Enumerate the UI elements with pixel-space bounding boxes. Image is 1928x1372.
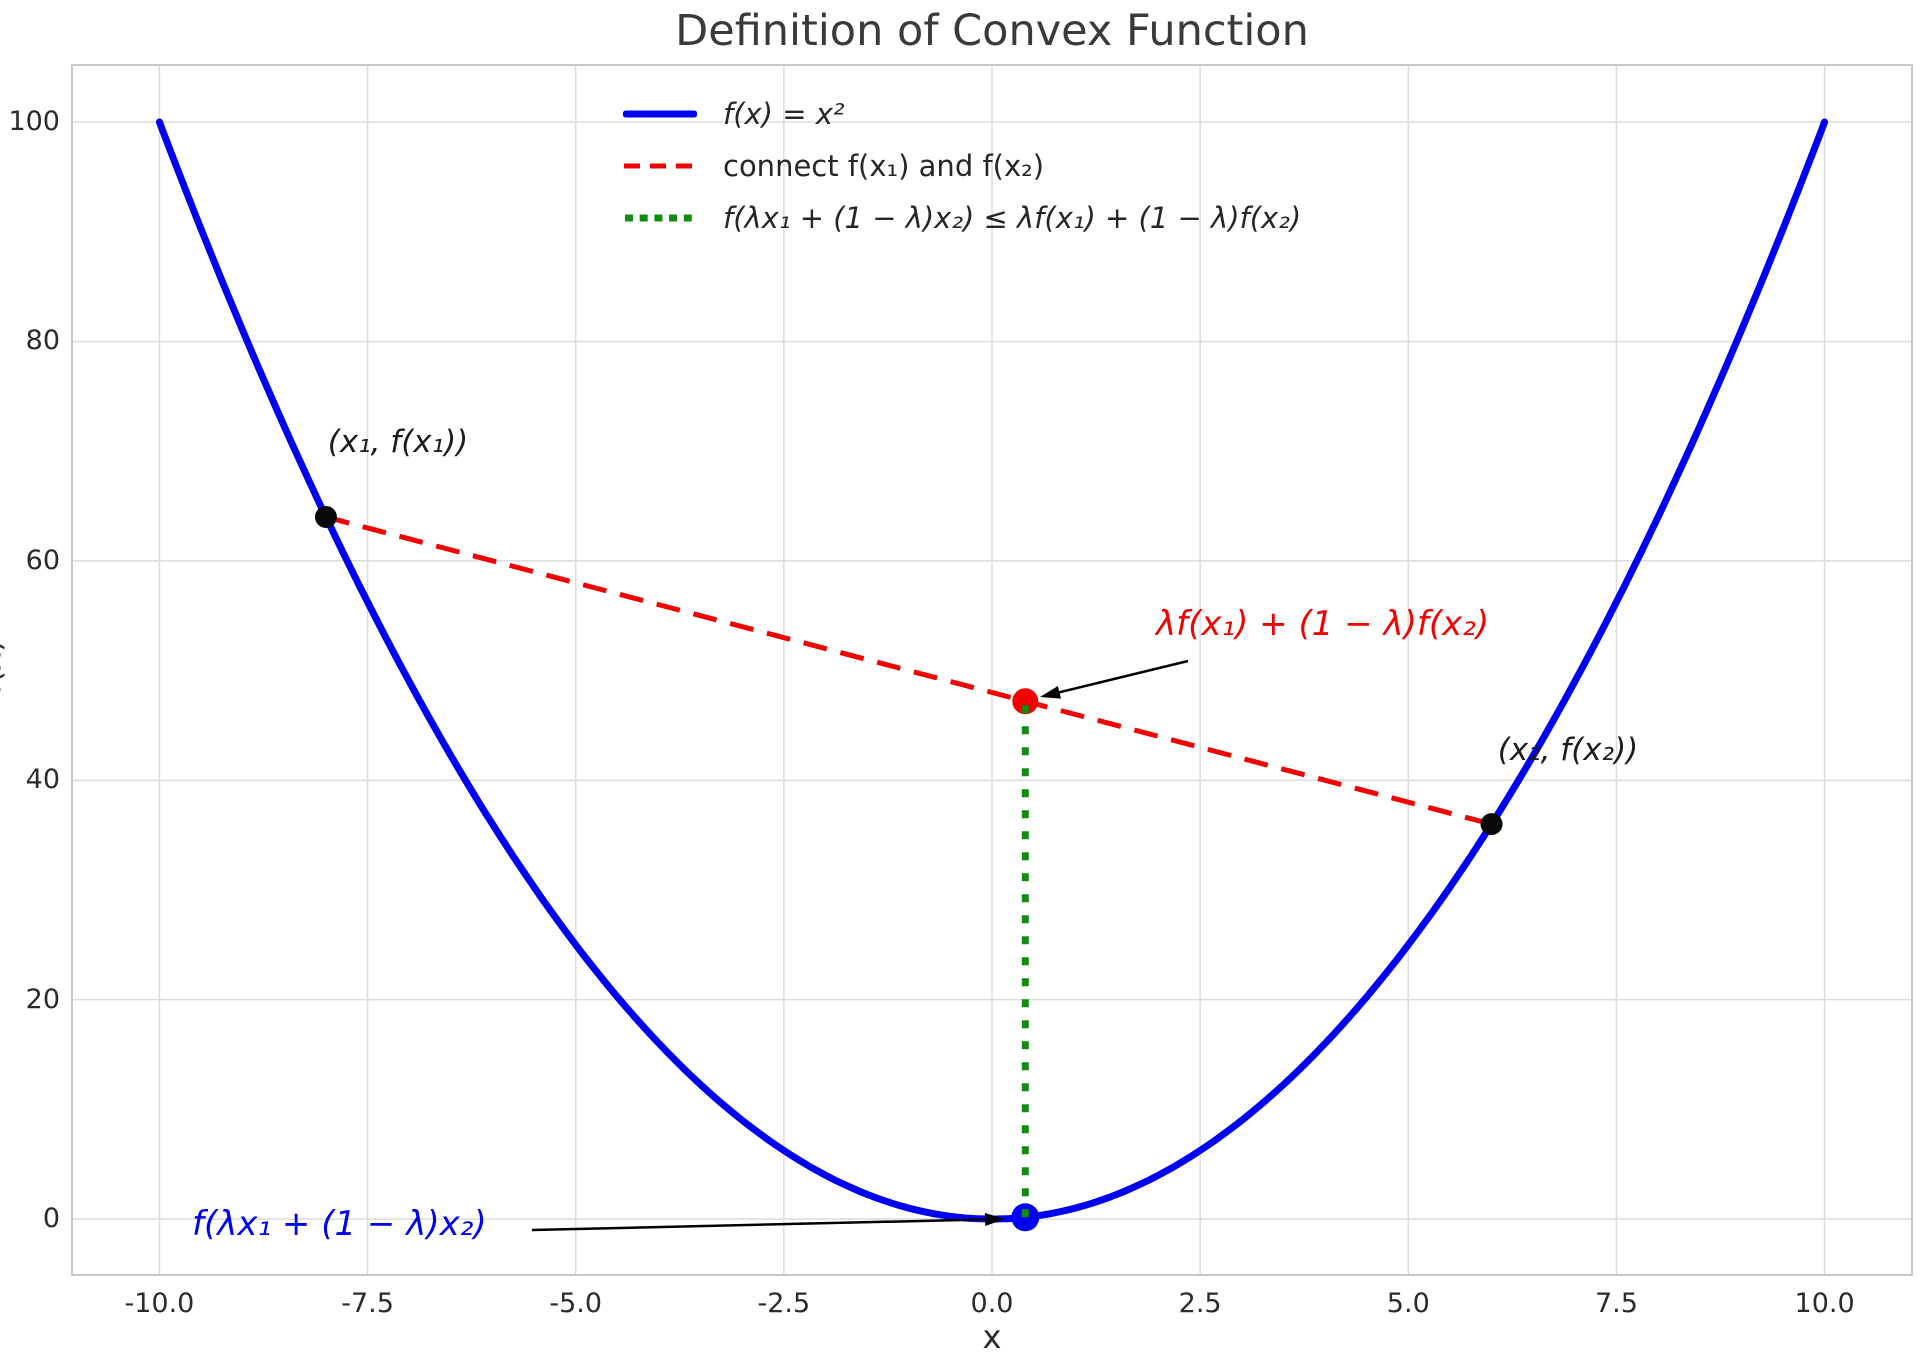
point-label-x2: (x₂, f(x₂)) xyxy=(1497,732,1639,768)
annotation-function-of-combination: f(λx₁ + (1 − λ)x₂) xyxy=(192,1204,487,1244)
data-point-2 xyxy=(1012,688,1039,715)
annotation-convex-combination: λf(x₁) + (1 − λ)f(x₂) xyxy=(1156,604,1490,644)
plot-frame xyxy=(71,64,1913,1276)
x-tick-label: -10.0 xyxy=(124,1288,195,1319)
x-tick-label: 5.0 xyxy=(1386,1288,1430,1319)
y-axis-label: f(x) xyxy=(0,639,9,695)
x-tick-label: 10.0 xyxy=(1794,1288,1855,1319)
x-axis-label: x xyxy=(982,1318,1002,1356)
annotation-arrow-line xyxy=(531,1218,994,1232)
legend-item-curve: f(x) = x² xyxy=(623,88,1301,140)
y-tick-label: 100 xyxy=(8,106,60,138)
point-label-x1: (x₁, f(x₁)) xyxy=(327,424,469,460)
legend: f(x) = x² connect f(x₁) and f(x₂) f(λx₁ … xyxy=(623,88,1301,244)
x-tick-label: 7.5 xyxy=(1594,1288,1638,1319)
y-tick-label: 20 xyxy=(25,983,60,1015)
legend-label-curve: f(x) = x² xyxy=(723,97,845,131)
legend-label-inequality: f(λx₁ + (1 − λ)x₂) ≤ λf(x₁) + (1 − λ)f(x… xyxy=(723,201,1302,235)
legend-solid-line-sample xyxy=(623,110,697,118)
legend-item-chord: connect f(x₁) and f(x₂) xyxy=(623,140,1301,192)
legend-item-inequality: f(λx₁ + (1 − λ)x₂) ≤ λf(x₁) + (1 − λ)f(x… xyxy=(623,192,1301,244)
y-tick-label: 0 xyxy=(42,1203,60,1235)
x-tick-label: -2.5 xyxy=(757,1288,811,1319)
annotation-arrowhead xyxy=(984,1213,1005,1226)
x-tick-label: 2.5 xyxy=(1178,1288,1222,1319)
chord-line xyxy=(325,514,1493,827)
y-tick-label: 60 xyxy=(25,544,60,576)
x-tick-label: -5.0 xyxy=(549,1288,603,1319)
x-tick-label: -7.5 xyxy=(341,1288,394,1319)
data-point-0 xyxy=(314,505,337,528)
chart-title: Definition of Convex Function xyxy=(675,6,1309,56)
y-tick-label: 40 xyxy=(25,764,60,796)
legend-dashed-line-sample xyxy=(624,163,696,169)
legend-label-chord: connect f(x₁) and f(x₂) xyxy=(723,149,1045,183)
annotation-arrow-line xyxy=(1051,659,1189,696)
legend-dotted-line-sample xyxy=(625,214,697,222)
x-tick-label: 0.0 xyxy=(970,1288,1014,1319)
y-tick-label: 80 xyxy=(25,325,60,357)
data-point-1 xyxy=(1480,813,1503,836)
annotation-arrowhead xyxy=(1040,686,1061,699)
